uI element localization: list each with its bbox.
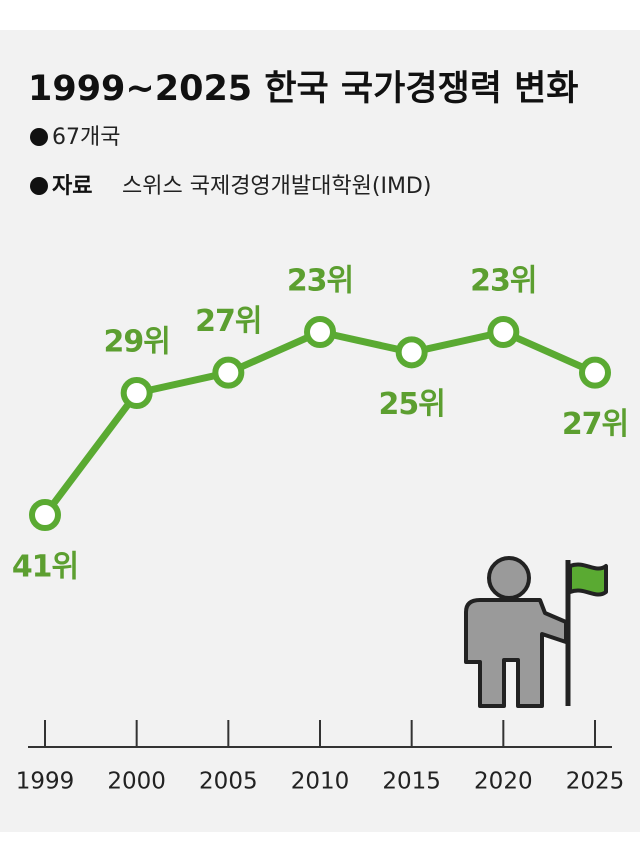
head <box>487 556 531 600</box>
data-label: 27위 <box>562 407 628 442</box>
data-label: 25위 <box>378 387 444 422</box>
x-tick-label: 2015 <box>382 769 441 795</box>
marker <box>579 356 611 389</box>
bullet <box>30 177 48 195</box>
data-label: 29위 <box>103 325 169 360</box>
marker <box>304 316 336 348</box>
chart-title: 1999~2025 한국 국가경쟁력 변화 <box>28 69 579 109</box>
marker <box>487 316 520 348</box>
x-tick-label: 2025 <box>566 769 625 795</box>
flag <box>568 562 608 597</box>
x-tick-label: 2000 <box>107 769 166 795</box>
source-label: 자료 <box>52 174 92 199</box>
x-tick-label: 2010 <box>291 769 350 795</box>
subtitle: 67개국 <box>52 125 120 150</box>
person-icon <box>464 556 608 708</box>
x-tick-label: 2005 <box>199 769 258 795</box>
marker <box>120 377 153 409</box>
bullet <box>30 128 48 146</box>
data-label: 23위 <box>470 264 536 299</box>
background <box>0 30 640 832</box>
marker <box>395 336 428 369</box>
x-tick-label: 2020 <box>474 769 533 795</box>
data-label: 41위 <box>12 550 78 585</box>
source: 스위스 국제경영개발대학원(IMD) <box>122 174 431 199</box>
marker <box>212 356 245 389</box>
data-label: 23위 <box>287 264 353 299</box>
body <box>464 598 568 708</box>
marker <box>29 499 61 531</box>
x-tick-label: 1999 <box>16 769 75 795</box>
data-label: 27위 <box>195 304 261 339</box>
